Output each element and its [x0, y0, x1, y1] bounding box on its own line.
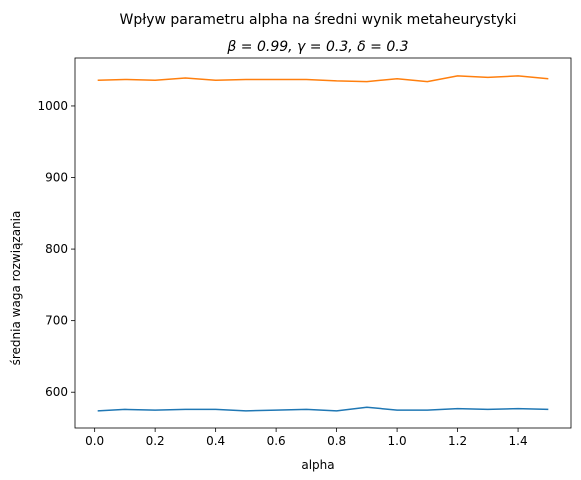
x-tick-label: 1.2 — [448, 434, 467, 448]
y-tick-label: 900 — [45, 171, 68, 185]
chart-subtitle: β = 0.99, γ = 0.3, δ = 0.3 — [226, 39, 408, 55]
x-tick-label: 0.8 — [327, 434, 346, 448]
y-tick-label: 1000 — [37, 99, 68, 113]
y-tick-label: 700 — [45, 314, 68, 328]
y-tick-label: 800 — [45, 242, 68, 256]
x-tick-label: 1.0 — [388, 434, 407, 448]
y-tick-label: 600 — [45, 385, 68, 399]
x-tick-label: 1.4 — [509, 434, 528, 448]
plot-area — [74, 57, 572, 429]
x-axis-label: alpha — [301, 458, 334, 472]
series-line-1 — [97, 406, 549, 412]
y-axis: 600 700 800 900 1000 — [37, 99, 75, 399]
chart-title: Wpływ parametru alpha na średni wynik me… — [120, 12, 517, 28]
x-tick-label: 0.0 — [85, 434, 104, 448]
series-lines — [97, 75, 549, 412]
x-tick-label: 0.6 — [267, 434, 286, 448]
x-tick-label: 0.4 — [206, 434, 225, 448]
y-axis-label: średnia waga rozwiązania — [9, 211, 23, 366]
x-tick-label: 0.2 — [146, 434, 165, 448]
x-axis: 0.0 0.2 0.4 0.6 0.8 1.0 1.2 1.4 — [85, 428, 528, 448]
plot-frame — [74, 57, 572, 429]
series-line-2 — [97, 75, 549, 83]
